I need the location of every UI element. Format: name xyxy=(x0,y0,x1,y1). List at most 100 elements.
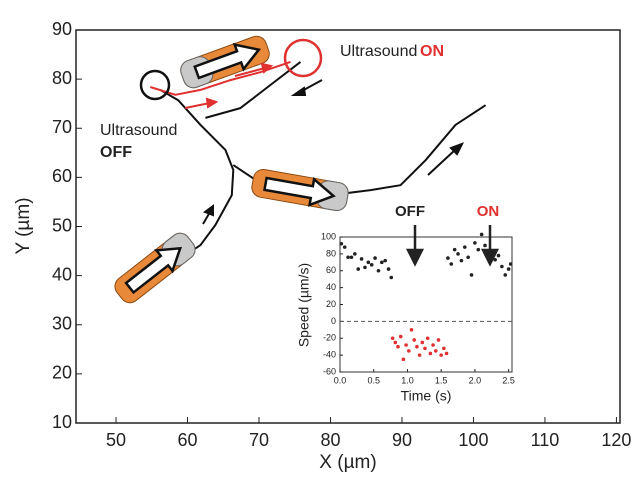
point xyxy=(356,267,361,271)
y-tick-label: -20 xyxy=(323,333,336,343)
y-tick-label: 60 xyxy=(52,166,72,186)
point xyxy=(473,241,477,245)
y-tick-label: -40 xyxy=(323,350,336,360)
point xyxy=(500,264,504,269)
point xyxy=(483,243,487,248)
x-tick-label: 0.0 xyxy=(334,375,347,385)
point xyxy=(449,262,454,266)
point xyxy=(349,255,354,260)
x-tick-label: 120 xyxy=(601,430,631,450)
x-tick-label: 100 xyxy=(458,430,488,450)
point xyxy=(393,340,398,345)
y-tick-label: 100 xyxy=(321,231,336,241)
x-tick-label: 70 xyxy=(249,430,269,450)
point xyxy=(425,336,430,341)
y-tick-label: 20 xyxy=(326,299,336,309)
point xyxy=(412,338,416,342)
point xyxy=(466,255,470,260)
point xyxy=(456,252,460,256)
x-tick-label: 0.5 xyxy=(367,375,380,385)
end-circle xyxy=(283,38,323,78)
point xyxy=(423,346,427,351)
y-tick-label: 70 xyxy=(52,117,72,137)
x-tick-label: 1.5 xyxy=(435,375,448,385)
swimmer xyxy=(114,232,196,304)
x-tick-label: 80 xyxy=(320,430,340,450)
point xyxy=(452,247,457,252)
point xyxy=(428,351,433,356)
annotation: OFF xyxy=(100,144,132,161)
point xyxy=(508,262,513,266)
y-tick-label: 0 xyxy=(331,316,336,326)
point xyxy=(459,258,464,263)
inset-x-label: Time (s) xyxy=(401,388,452,404)
y-tick-label: 40 xyxy=(326,282,336,292)
point xyxy=(353,252,357,256)
point xyxy=(415,344,419,349)
point xyxy=(390,336,395,341)
point xyxy=(444,351,449,356)
point xyxy=(433,349,438,353)
point xyxy=(506,267,511,271)
x-tick-label: 60 xyxy=(178,430,198,450)
point xyxy=(479,232,484,237)
x-tick-label: 2.5 xyxy=(502,375,515,385)
point xyxy=(376,268,381,273)
point xyxy=(369,263,374,267)
inset-marks: 0.0 0.5 1.0 1.5 2.0 2.5 -60 -40 -20 0 20 40 60 80 100 xyxy=(321,231,515,385)
y-tick-label: -60 xyxy=(323,366,336,376)
point xyxy=(404,343,408,347)
point xyxy=(383,258,387,263)
swimmer xyxy=(180,35,270,89)
point xyxy=(439,353,443,357)
point xyxy=(469,273,474,277)
direction-arrows xyxy=(202,79,465,225)
y-tick-label: 50 xyxy=(52,215,72,235)
y-tick-label: 10 xyxy=(52,412,72,432)
point xyxy=(401,357,406,362)
y-tick-label: 80 xyxy=(326,248,336,258)
point xyxy=(389,275,394,280)
x-tick-label: 110 xyxy=(531,430,560,450)
red-arrows xyxy=(184,62,274,109)
point xyxy=(398,334,403,339)
x-tick-label: 2.0 xyxy=(469,375,482,385)
y-tick-label: 80 xyxy=(52,68,72,88)
swimmer xyxy=(251,168,349,212)
point xyxy=(420,340,425,345)
y-tick-label: 40 xyxy=(52,264,72,284)
point xyxy=(339,241,344,246)
point xyxy=(442,346,446,351)
x-tick-label: 1.0 xyxy=(401,375,414,385)
inset-y-label: Speed (µm/s) xyxy=(296,263,312,347)
point xyxy=(380,260,384,265)
point xyxy=(396,344,400,349)
y-tick-label: 90 xyxy=(52,19,72,39)
inset-arrows xyxy=(405,225,500,267)
point xyxy=(496,253,501,258)
start-circle xyxy=(139,69,171,101)
point xyxy=(436,338,441,342)
x-tick-label: 90 xyxy=(392,430,412,450)
point xyxy=(407,349,411,353)
y-tick-label: 30 xyxy=(52,314,72,334)
point xyxy=(431,343,435,347)
point xyxy=(462,245,467,249)
annotation: ON xyxy=(420,43,444,60)
point xyxy=(409,328,414,332)
x-tick-label: 50 xyxy=(106,430,126,450)
point xyxy=(373,256,377,260)
x-axis-label: X (µm) xyxy=(319,452,376,473)
point xyxy=(493,257,497,262)
point xyxy=(346,255,350,260)
point xyxy=(446,256,450,260)
annotation: ON xyxy=(477,203,500,220)
point xyxy=(342,245,347,249)
point xyxy=(363,265,367,270)
point xyxy=(476,247,481,252)
annotation: Ultrasound xyxy=(340,43,417,60)
y-tick-label: 60 xyxy=(326,265,336,275)
point xyxy=(366,260,371,265)
decorations xyxy=(114,35,465,304)
